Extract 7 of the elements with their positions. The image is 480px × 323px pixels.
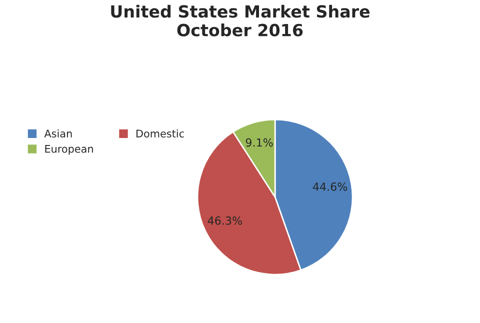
legend-label: Asian — [44, 129, 72, 138]
data-label: 46.3% — [208, 216, 242, 225]
data-label: 9.1% — [246, 138, 273, 147]
legend-label: Domestic — [136, 129, 184, 138]
legend-label: European — [45, 145, 93, 155]
data-label: 44.6% — [312, 182, 348, 191]
chart-title: United States Market Share October 2016 — [111, 4, 370, 36]
